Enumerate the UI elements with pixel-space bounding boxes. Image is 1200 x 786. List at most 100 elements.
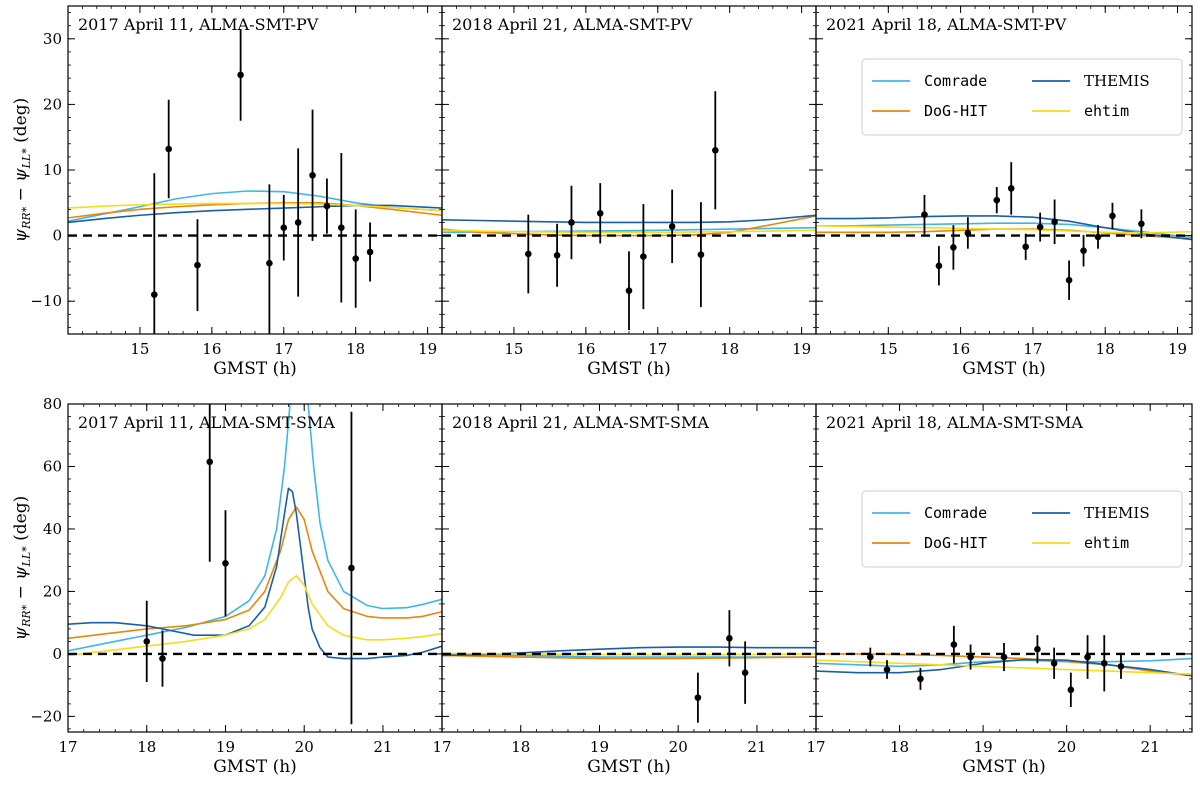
panel-title: 2017 April 11, ALMA-SMT-SMA bbox=[78, 413, 335, 432]
y-axis-label-part: (deg) bbox=[11, 98, 31, 149]
data-point bbox=[1007, 185, 1015, 192]
panel-frame bbox=[441, 403, 817, 733]
x-tick-label: 19 bbox=[418, 340, 437, 358]
data-point bbox=[1109, 212, 1116, 220]
data-point bbox=[640, 253, 647, 260]
data-point bbox=[867, 653, 874, 661]
series-line-dog-hit bbox=[68, 506, 442, 640]
data-point bbox=[338, 224, 345, 232]
x-tick-label: 19 bbox=[590, 738, 609, 756]
y-axis-label-part: − bbox=[11, 182, 31, 207]
data-point bbox=[917, 675, 924, 683]
x-tick-label: 16 bbox=[202, 340, 221, 358]
y-axis-label-part: ψ bbox=[11, 566, 31, 580]
y-tick-label: 0 bbox=[52, 227, 62, 245]
data-point bbox=[741, 669, 749, 676]
data-point bbox=[294, 219, 302, 226]
data-point bbox=[222, 560, 229, 567]
data-point bbox=[206, 458, 214, 466]
data-point bbox=[1094, 233, 1102, 241]
panel-title: 2021 April 18, ALMA-SMT-SMA bbox=[826, 413, 1083, 432]
data-point bbox=[1050, 659, 1058, 667]
y-tick-label: 0 bbox=[52, 645, 62, 663]
legend-box bbox=[861, 490, 1183, 568]
legend-label-comrade: Comrade bbox=[924, 72, 987, 90]
x-tick-label: 17 bbox=[274, 340, 293, 358]
data-point bbox=[1036, 223, 1044, 231]
panel-title: 2021 April 18, ALMA-SMT-PV bbox=[826, 15, 1067, 34]
y-axis-label-part: ψ bbox=[11, 168, 31, 182]
data-point bbox=[697, 251, 705, 258]
data-point bbox=[143, 638, 151, 645]
series-line-dog-hit bbox=[442, 215, 816, 237]
series-line-ehtim bbox=[68, 575, 442, 657]
data-point bbox=[993, 196, 1001, 204]
series-line-dog-hit bbox=[442, 654, 816, 660]
data-point bbox=[1117, 663, 1125, 670]
plot-area bbox=[816, 162, 1192, 300]
series-line-ehtim bbox=[442, 229, 816, 234]
plot-area bbox=[68, 404, 442, 725]
x-tick-label: 21 bbox=[747, 738, 766, 756]
x-axis-label: GMST (h) bbox=[213, 757, 297, 777]
data-point bbox=[1051, 218, 1058, 226]
plot-area bbox=[442, 91, 816, 331]
data-point bbox=[1138, 220, 1145, 228]
data-point bbox=[668, 223, 676, 230]
x-axis-label: GMST (h) bbox=[587, 359, 671, 379]
x-tick-label: 20 bbox=[295, 738, 314, 756]
data-point bbox=[1100, 659, 1108, 667]
x-tick-label: 16 bbox=[951, 340, 970, 358]
panel-frame bbox=[67, 403, 443, 733]
legend-label-dog-hit: DoG-HIT bbox=[924, 102, 987, 120]
x-tick-label: 15 bbox=[130, 340, 149, 358]
x-tick-label: 18 bbox=[511, 738, 530, 756]
y-axis-label-part: RR* bbox=[20, 604, 33, 628]
panel-1: 15 16 17 18 19 −10 0 10 20 30 2017 April 11, ALMA-… bbox=[11, 5, 443, 379]
x-tick-label: 16 bbox=[576, 340, 595, 358]
legend-label-themis: THEMIS bbox=[1084, 72, 1150, 90]
series-line-themis bbox=[68, 487, 442, 660]
y-tick-label: 20 bbox=[43, 582, 62, 600]
y-tick-label: 20 bbox=[43, 95, 62, 113]
y-axis-label-part: ψ bbox=[11, 228, 31, 242]
legend-label-themis: THEMIS bbox=[1084, 504, 1150, 522]
y-tick-label: 60 bbox=[43, 457, 62, 475]
data-point bbox=[194, 261, 201, 269]
data-point bbox=[309, 171, 316, 179]
y-axis-label-part: LL* bbox=[20, 546, 33, 568]
y-axis-label: ψRR* − ψLL* (deg) bbox=[11, 98, 33, 242]
panel-frame bbox=[815, 403, 1193, 733]
x-tick-label: 17 bbox=[58, 738, 77, 756]
data-point bbox=[553, 251, 561, 259]
data-point bbox=[883, 666, 891, 673]
legend-label-ehtim: ehtim bbox=[1084, 534, 1129, 552]
data-point bbox=[159, 655, 166, 662]
x-tick-label: 18 bbox=[137, 738, 156, 756]
x-tick-label: 19 bbox=[1168, 340, 1187, 358]
data-point bbox=[1000, 653, 1008, 661]
x-axis-label: GMST (h) bbox=[962, 757, 1046, 777]
legend-label-ehtim: ehtim bbox=[1084, 102, 1129, 120]
legend-box bbox=[861, 58, 1183, 136]
x-tick-label: 15 bbox=[879, 340, 898, 358]
panel-6: 17 18 19 20 21 2021 April 18, ALMA-SMT-SMA GMS… bbox=[806, 403, 1193, 777]
x-tick-label: 17 bbox=[648, 340, 667, 358]
panel-4: 17 18 19 20 21 −20 0 20 40 60 80 2017 April 11, ALM… bbox=[11, 395, 443, 777]
panel-2: 15 16 17 18 19 2018 April 21, ALMA-SMT-PV GMST… bbox=[441, 5, 817, 379]
y-axis-label-part: ψ bbox=[11, 626, 31, 640]
x-tick-label: 20 bbox=[669, 738, 688, 756]
data-point bbox=[1080, 247, 1087, 254]
data-point bbox=[266, 259, 273, 267]
data-point bbox=[1084, 653, 1091, 661]
x-axis-label: GMST (h) bbox=[962, 359, 1046, 379]
y-axis-label-part: (deg) bbox=[11, 496, 31, 547]
data-point bbox=[964, 229, 972, 237]
x-tick-label: 17 bbox=[806, 738, 825, 756]
panel-title: 2018 April 21, ALMA-SMT-PV bbox=[452, 15, 693, 34]
x-axis-label: GMST (h) bbox=[213, 359, 297, 379]
x-tick-label: 21 bbox=[1141, 738, 1160, 756]
series-line-ehtim bbox=[68, 202, 442, 212]
plot-area bbox=[68, 28, 442, 334]
y-axis-label-part: LL* bbox=[20, 148, 33, 170]
